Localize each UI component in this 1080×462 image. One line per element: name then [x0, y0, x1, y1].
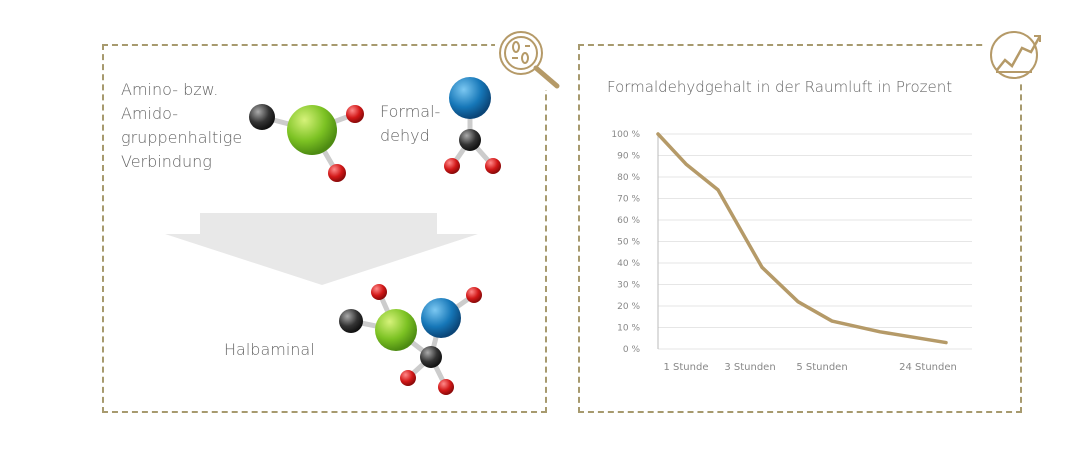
- trend-chart-icon: [985, 26, 1045, 82]
- y-tick-label: 0 %: [623, 345, 641, 355]
- reactant-1-label: Amino- bzw. Amido- gruppenhaltige Verbin…: [121, 78, 242, 174]
- chart-panel: [578, 44, 1022, 413]
- y-tick-label: 100 %: [611, 130, 640, 140]
- y-tick-label: 60 %: [617, 216, 640, 226]
- reaction-arrow: [165, 213, 478, 285]
- y-tick-label: 90 %: [617, 152, 640, 162]
- chart-title: Formaldehydgehalt in der Raumluft in Pro…: [607, 78, 952, 96]
- x-tick-label: 3 Stunden: [724, 362, 775, 373]
- y-tick-label: 40 %: [617, 259, 640, 269]
- label-line: Amido-: [121, 104, 178, 123]
- x-tick-label: 24 Stunden: [899, 362, 957, 373]
- y-tick-label: 20 %: [617, 302, 640, 312]
- halbaminal-molecule: [339, 284, 482, 395]
- label-line: Formal-: [380, 102, 441, 121]
- x-tick-label: 5 Stunden: [796, 362, 847, 373]
- line-chart: Formaldehydgehalt in der Raumluft in Pro…: [607, 78, 972, 373]
- y-tick-label: 70 %: [617, 195, 640, 205]
- amine-molecule: [249, 104, 364, 182]
- x-tick-label: 1 Stunde: [664, 362, 709, 373]
- label-line: Verbindung: [121, 152, 212, 171]
- y-tick-label: 50 %: [617, 238, 640, 248]
- reaction-panel: [102, 44, 547, 413]
- magnifier-bacteria-icon: [495, 28, 565, 90]
- label-line: gruppenhaltige: [121, 128, 243, 147]
- label-line: dehyd: [380, 126, 430, 145]
- series-line: [656, 132, 948, 345]
- product-label: Halbaminal: [224, 340, 315, 359]
- y-tick-label: 30 %: [617, 281, 640, 291]
- reactant-2-label: Formal- dehyd: [380, 100, 440, 148]
- y-tick-label: 80 %: [617, 173, 640, 183]
- label-line: Amino- bzw.: [121, 80, 219, 99]
- formaldehyde-molecule: [444, 77, 501, 174]
- y-tick-label: 10 %: [617, 324, 640, 334]
